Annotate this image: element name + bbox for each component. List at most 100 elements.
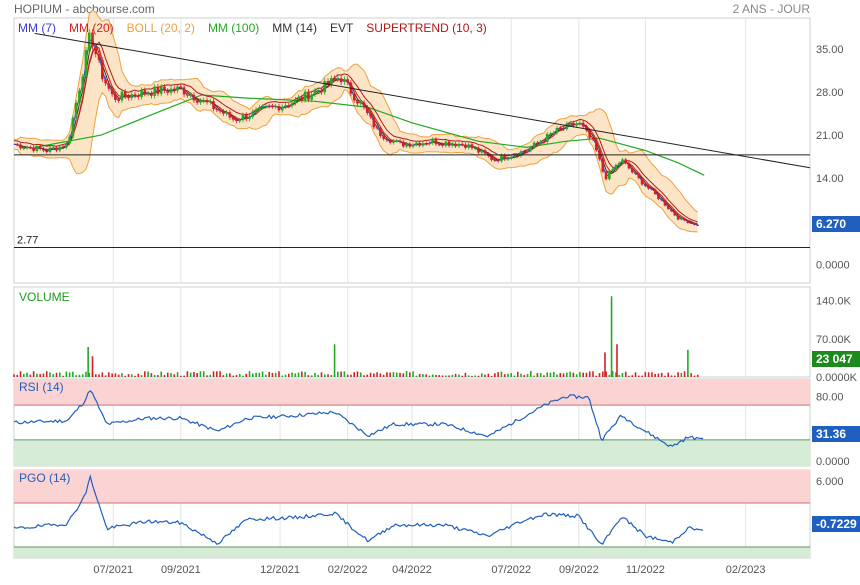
candle-body xyxy=(532,142,536,148)
volume-bar xyxy=(392,372,395,377)
level-label: 2.77 xyxy=(17,234,38,246)
candle-body xyxy=(241,114,245,121)
candle-body xyxy=(323,81,327,93)
price-candle xyxy=(182,84,186,98)
price-candle xyxy=(594,137,598,152)
price-candle xyxy=(104,76,107,87)
volume-bar xyxy=(464,372,467,377)
candle-body xyxy=(523,151,526,153)
volume-bar xyxy=(598,373,601,377)
volume-bar xyxy=(435,375,437,377)
price-candle xyxy=(477,146,480,155)
volume-bar xyxy=(98,374,100,377)
pgo-oversold-zone xyxy=(14,547,810,558)
price-candle xyxy=(506,156,510,161)
volume-bar xyxy=(255,372,257,377)
volume-bar xyxy=(78,374,81,377)
price-candle xyxy=(74,100,78,121)
volume-bar xyxy=(94,374,97,377)
candle-body xyxy=(130,94,134,99)
volume-bar xyxy=(356,371,359,377)
price-candle xyxy=(87,29,91,54)
price-candle xyxy=(117,97,120,103)
candle-body xyxy=(526,150,529,152)
volume-bar xyxy=(189,372,192,377)
volume-bar xyxy=(199,371,202,377)
price-candle xyxy=(359,100,363,106)
volume-bar xyxy=(569,371,571,377)
price-candle xyxy=(411,142,415,149)
candle-body xyxy=(601,159,605,172)
price-candle xyxy=(575,121,578,128)
price-candle xyxy=(693,222,696,226)
price-candle xyxy=(431,137,435,145)
candle-body xyxy=(451,143,454,146)
price-candle xyxy=(215,106,219,113)
volume-bar xyxy=(409,372,411,377)
candle-body xyxy=(617,162,621,166)
candle-body xyxy=(578,122,582,124)
price-candle xyxy=(159,83,163,97)
volume-bar xyxy=(670,375,673,377)
volume-bar xyxy=(621,372,624,377)
volume-bar xyxy=(268,371,270,377)
volume-bar xyxy=(363,375,365,377)
price-candle xyxy=(45,148,49,154)
candle-body xyxy=(280,106,284,111)
x-axis-tick: 07/2022 xyxy=(491,564,531,576)
volume-bar xyxy=(147,371,149,377)
price-candle xyxy=(313,87,317,97)
candle-body xyxy=(150,93,153,96)
bollinger-lower-line xyxy=(13,89,698,233)
volume-bar xyxy=(294,373,297,377)
candle-body xyxy=(421,143,425,146)
candle-body xyxy=(653,189,657,195)
candle-body xyxy=(634,172,637,174)
price-candle xyxy=(578,120,582,126)
candle-body xyxy=(428,143,431,145)
last-rsi-badge: 31.36 xyxy=(812,426,860,442)
volume-bar xyxy=(399,372,401,377)
candle-body xyxy=(483,150,487,154)
price-candle xyxy=(277,103,281,113)
volume-bar xyxy=(641,375,643,377)
price-candle xyxy=(365,104,369,116)
volume-bar xyxy=(526,373,529,377)
candle-body xyxy=(294,99,297,104)
candle-body xyxy=(182,87,186,95)
volume-bar xyxy=(134,375,136,377)
mm100-line xyxy=(34,94,705,176)
candle-body xyxy=(58,146,62,151)
candle-body xyxy=(284,105,287,107)
price-candle xyxy=(549,131,552,136)
price-candle xyxy=(644,183,647,188)
price-candle xyxy=(424,141,428,146)
candle-body xyxy=(464,144,467,148)
candle-body xyxy=(251,111,255,117)
volume-bar xyxy=(307,375,310,377)
candle-body xyxy=(271,106,274,108)
volume-bar xyxy=(104,375,107,377)
last-pgo-badge-bg xyxy=(812,516,860,532)
price-candle xyxy=(536,140,539,146)
volume-bar xyxy=(647,372,650,377)
candle-body xyxy=(339,78,343,83)
rsi-overbought-zone xyxy=(14,379,810,406)
volume-bar xyxy=(212,371,215,377)
volume-bar xyxy=(72,371,74,377)
candle-body xyxy=(437,144,441,146)
volume-bar xyxy=(516,371,519,377)
price-candle xyxy=(244,112,248,122)
candle-body xyxy=(673,211,677,216)
candle-body xyxy=(460,143,464,145)
candle-body xyxy=(254,109,258,112)
price-candle xyxy=(258,104,261,112)
volume-bar xyxy=(572,372,575,377)
candle-body xyxy=(104,79,107,84)
price-candle xyxy=(405,141,408,149)
price-candle xyxy=(287,102,291,109)
volume-bar xyxy=(562,373,565,377)
candle-body xyxy=(555,127,559,133)
candle-body xyxy=(365,107,369,113)
volume-bar xyxy=(196,373,198,377)
